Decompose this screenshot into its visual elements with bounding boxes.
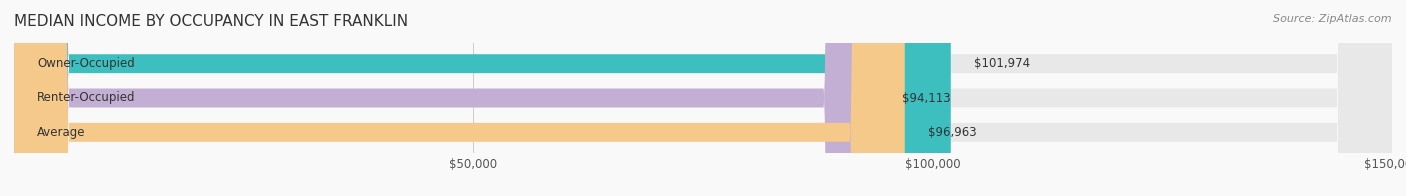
Text: $96,963: $96,963 bbox=[928, 126, 976, 139]
FancyBboxPatch shape bbox=[14, 0, 904, 196]
Text: MEDIAN INCOME BY OCCUPANCY IN EAST FRANKLIN: MEDIAN INCOME BY OCCUPANCY IN EAST FRANK… bbox=[14, 14, 408, 29]
FancyBboxPatch shape bbox=[14, 0, 1392, 196]
Text: Owner-Occupied: Owner-Occupied bbox=[37, 57, 135, 70]
FancyBboxPatch shape bbox=[14, 0, 1392, 196]
Text: $101,974: $101,974 bbox=[974, 57, 1029, 70]
FancyBboxPatch shape bbox=[14, 0, 879, 196]
Text: Average: Average bbox=[37, 126, 86, 139]
Text: $94,113: $94,113 bbox=[901, 92, 950, 104]
Text: Renter-Occupied: Renter-Occupied bbox=[37, 92, 135, 104]
FancyBboxPatch shape bbox=[14, 0, 1392, 196]
FancyBboxPatch shape bbox=[14, 0, 950, 196]
Text: Source: ZipAtlas.com: Source: ZipAtlas.com bbox=[1274, 14, 1392, 24]
